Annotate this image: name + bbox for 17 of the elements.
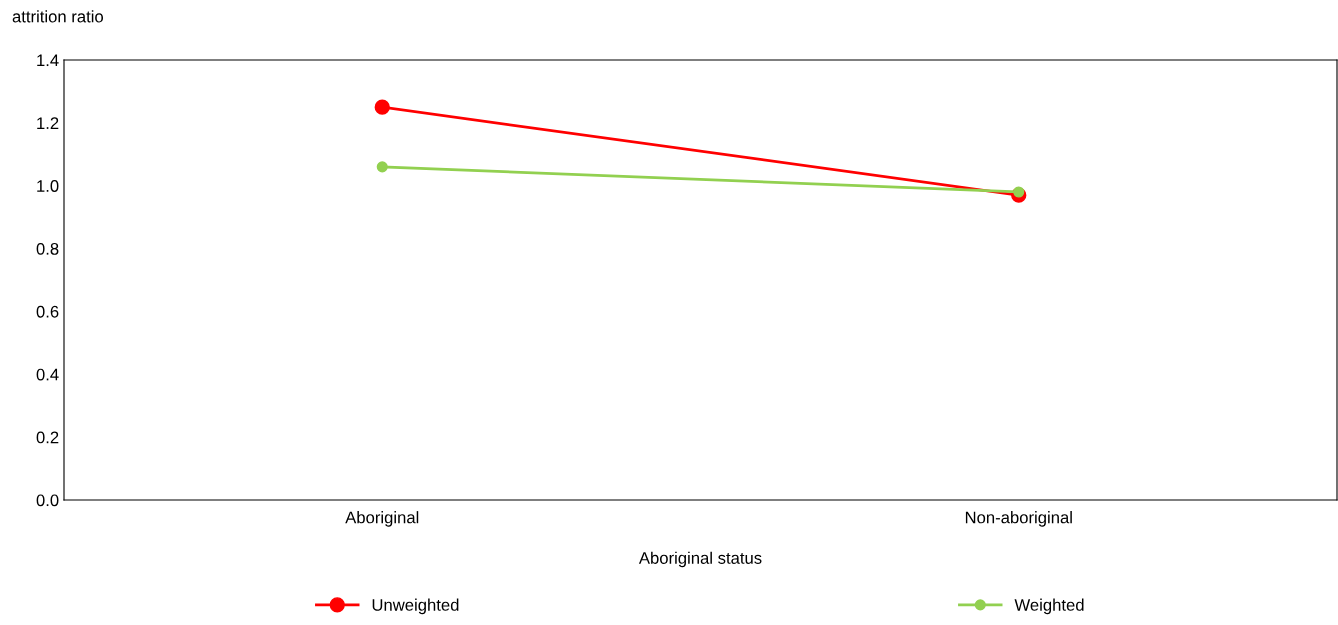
legend-label: Weighted bbox=[1014, 598, 1084, 615]
y-tick-label: 0.4 bbox=[36, 368, 59, 381]
y-tick-label: 1.0 bbox=[37, 180, 59, 192]
point bbox=[1013, 186, 1025, 198]
y-tick-label: 0.6 bbox=[36, 305, 59, 318]
y-tick-label: 1.2 bbox=[37, 117, 59, 129]
point bbox=[374, 99, 390, 115]
y-tick-label: 0.8 bbox=[36, 242, 59, 255]
y-tick-label: 0.0 bbox=[36, 494, 59, 507]
x-axis-title: Aboriginal status bbox=[638, 551, 762, 568]
y-tick-label: 1.4 bbox=[37, 54, 59, 67]
x-tick-label: Non-aboriginal bbox=[965, 511, 1072, 527]
point bbox=[376, 161, 388, 173]
x-tick-label: Aboriginal bbox=[345, 511, 419, 527]
legend-label: Unweighted bbox=[372, 598, 459, 615]
y-axis-title: attrition ratio bbox=[12, 10, 104, 23]
y-tick-label: 0.2 bbox=[36, 431, 59, 444]
